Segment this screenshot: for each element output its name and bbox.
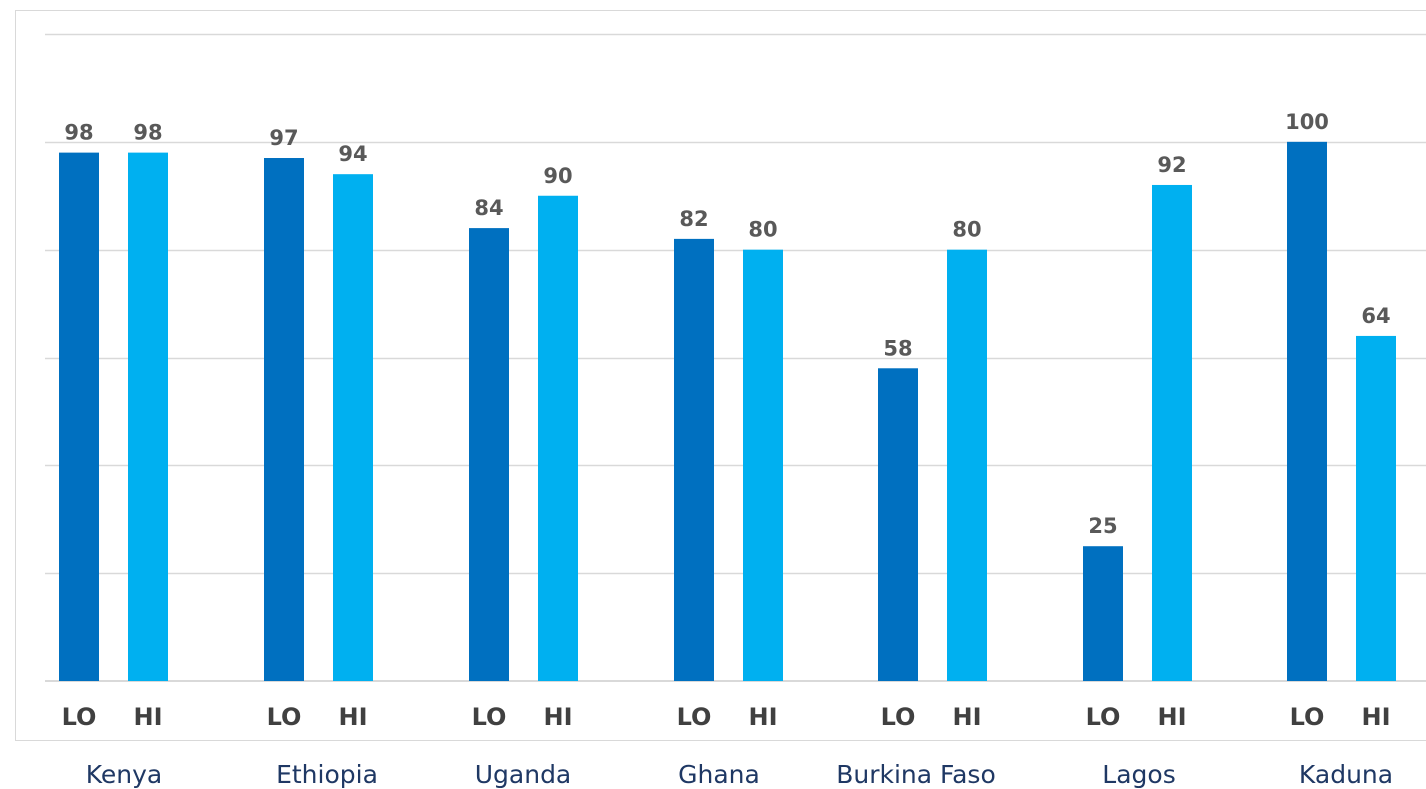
series-sub-label: HI [1361,703,1390,731]
series-sub-label: LO [472,703,507,731]
series-sub-label: HI [1157,703,1186,731]
bar-lo [674,238,714,681]
category-label: Burkina Faso [836,760,996,789]
data-labels: 98 98 97 94 84 90 82 80 58 80 25 92 100 64 [64,110,1390,538]
bar-lo [264,158,304,682]
series-sub-label: LO [62,703,97,731]
plot-frame [15,10,1426,741]
data-label: 84 [474,196,503,220]
category-label: Kenya [86,760,163,789]
bar-lo [469,228,509,681]
category-label: Ghana [678,760,760,789]
bars [59,141,1396,682]
data-label: 80 [952,218,981,242]
category-label: Uganda [475,760,572,789]
bar-lo [1287,141,1327,682]
bar-lo [878,368,918,681]
bar-hi [1356,335,1396,681]
series-sub-label: HI [748,703,777,731]
series-sub-label: LO [267,703,302,731]
series-sub-label: HI [133,703,162,731]
category-label: Kaduna [1299,760,1393,789]
series-sub-label: HI [338,703,367,731]
series-sub-labels: LO HI LO HI LO HI LO HI LO HI LO HI LO HI [62,703,1391,731]
series-sub-label: LO [881,703,916,731]
category-label: Lagos [1102,760,1175,789]
bar-lo [59,152,99,681]
bar-hi [1152,184,1192,681]
data-label: 25 [1088,514,1117,538]
category-label: Ethiopia [276,760,378,789]
data-label: 80 [748,218,777,242]
series-sub-label: HI [543,703,572,731]
series-sub-label: LO [1086,703,1121,731]
data-label: 97 [269,126,298,150]
series-sub-label: LO [677,703,712,731]
data-label: 98 [133,121,162,145]
data-label: 58 [883,336,912,360]
bar-hi [128,152,168,681]
series-sub-label: LO [1290,703,1325,731]
data-label: 92 [1157,153,1186,177]
data-label: 82 [679,207,708,231]
bar-hi [743,249,783,681]
category-labels: Kenya Ethiopia Uganda Ghana Burkina Faso Lago… [86,760,1393,789]
bar-hi [947,249,987,681]
bar-lo [1083,546,1123,681]
data-label: 100 [1285,110,1329,134]
data-label: 90 [543,164,572,188]
data-label: 98 [64,121,93,145]
data-label: 94 [338,142,367,166]
bar-hi [333,174,373,681]
data-label: 64 [1361,304,1390,328]
series-sub-label: HI [952,703,981,731]
gridlines [45,33,1426,575]
bar-hi [538,195,578,681]
